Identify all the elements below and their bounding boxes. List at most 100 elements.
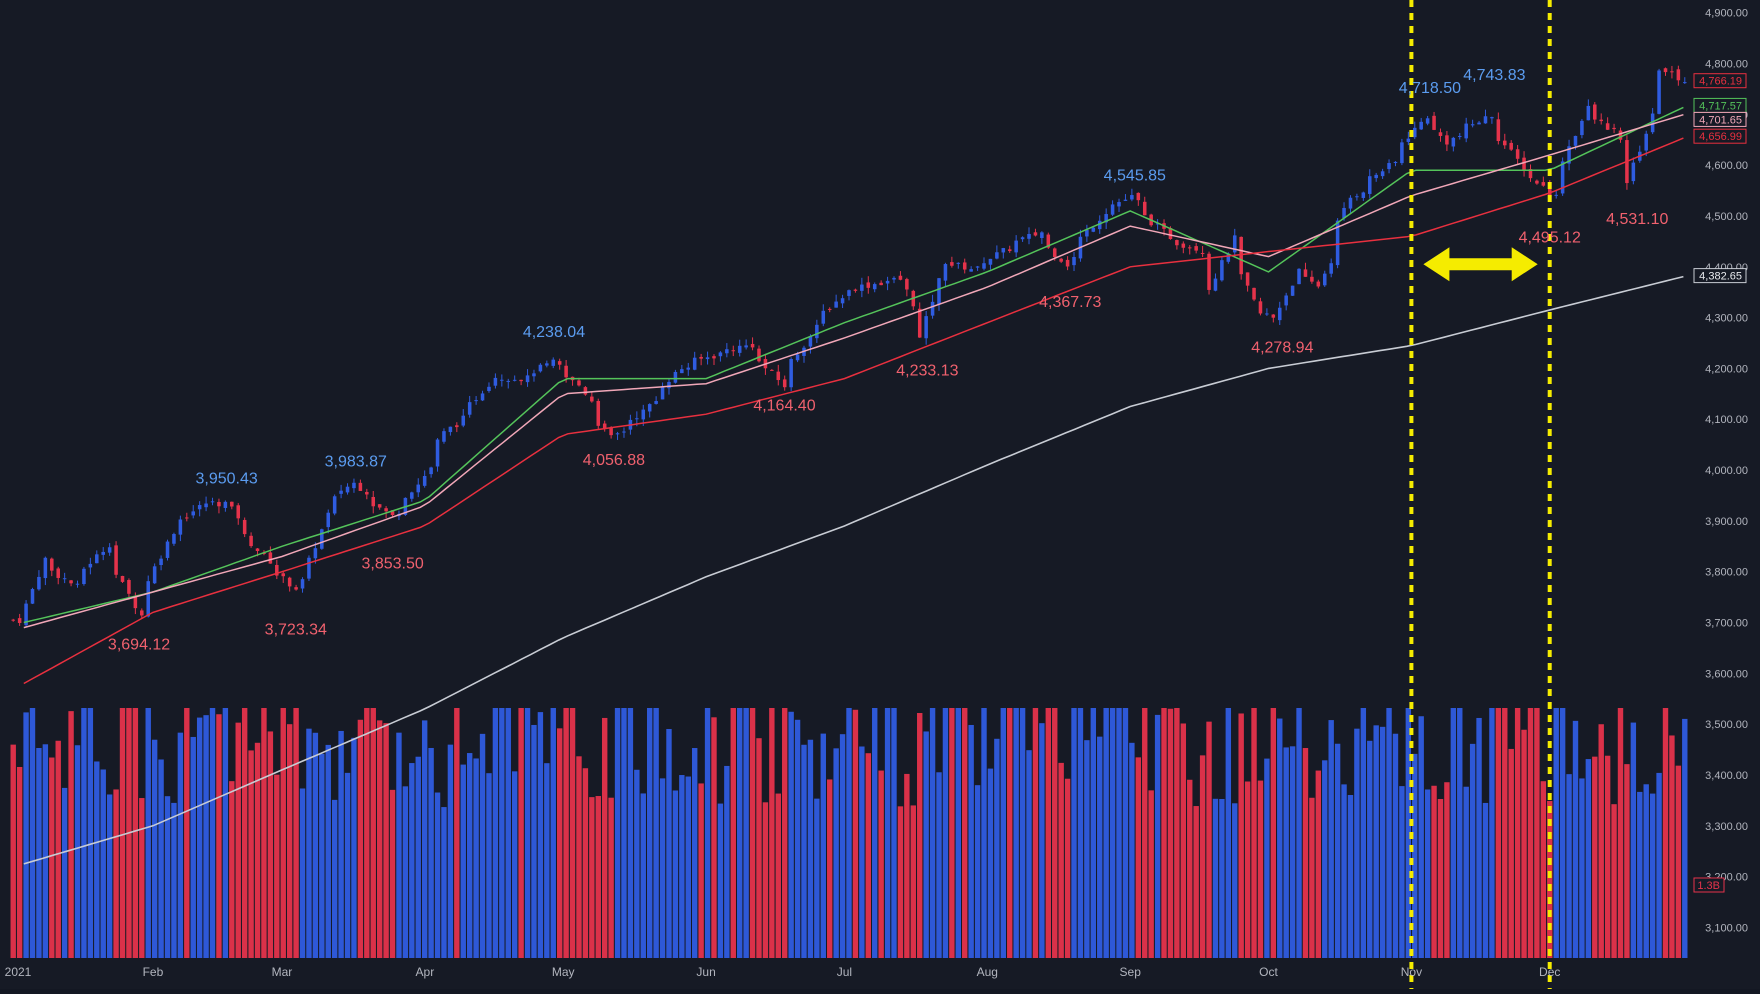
volume-bar (434, 792, 441, 958)
candle-body (1342, 207, 1346, 219)
candle-body (1322, 273, 1327, 286)
candle-body (1438, 132, 1443, 136)
candle-body (532, 373, 536, 377)
volume-bar (1553, 708, 1559, 958)
volume-bar (319, 753, 325, 958)
volume-bar (55, 740, 61, 958)
candle-body (1573, 135, 1578, 146)
candle-body (667, 381, 671, 389)
volume-bar (351, 737, 357, 958)
candle-body (313, 548, 318, 559)
candle-body (519, 379, 523, 382)
volume-bar (936, 772, 942, 958)
candle-body (1560, 161, 1565, 194)
price-axis[interactable]: 3,100.003,200.003,300.003,400.003,500.00… (1693, 8, 1748, 935)
volume-bar (222, 708, 229, 958)
volume-bar (923, 731, 929, 958)
volume-bar (659, 778, 666, 958)
candle-body (1393, 161, 1398, 164)
volume-bar (1019, 708, 1026, 958)
volume-bar (833, 748, 839, 958)
volume-bar (1469, 743, 1476, 958)
candle-body (1123, 199, 1128, 201)
candle-body (577, 380, 581, 386)
candle-body (461, 415, 466, 426)
high-price-label: 3,950.43 (196, 470, 258, 487)
candle-body (1496, 119, 1501, 142)
volume-bar (511, 771, 518, 958)
volume-bar (634, 769, 640, 958)
candle-body (1618, 130, 1623, 140)
candle-body (101, 551, 105, 555)
candle-body (384, 508, 388, 512)
candle-body (326, 512, 331, 528)
candle-body (1503, 140, 1507, 146)
x-tick-label: 2021 (5, 965, 32, 979)
candle-body (1194, 246, 1198, 251)
volume-bar (1611, 804, 1617, 958)
candle-body (647, 404, 652, 412)
candle-body (114, 545, 118, 575)
volume-bar (518, 708, 524, 958)
candle-body (185, 517, 189, 519)
candle-body (1593, 104, 1597, 120)
volume-bar (820, 733, 826, 958)
candle-body (1348, 197, 1353, 209)
volume-bar (1225, 708, 1232, 958)
candle-body (1464, 123, 1468, 139)
candle-body (178, 519, 183, 535)
x-tick-label: Jun (696, 965, 715, 979)
volume-bar (1315, 770, 1322, 958)
candle-body (538, 364, 543, 372)
x-tick-label: Oct (1259, 965, 1278, 979)
volume-bar (1322, 760, 1328, 958)
candle-body (56, 568, 60, 578)
volume-bar (672, 790, 679, 958)
volume-bar (1476, 717, 1482, 958)
candle-body (1419, 121, 1423, 130)
candle-body (982, 263, 986, 269)
candle-body (821, 310, 826, 324)
y-tick-label: 4,300.00 (1705, 313, 1748, 325)
low-price-label: 3,694.12 (108, 637, 170, 654)
volume-bar (743, 708, 749, 958)
volume-bar (1444, 782, 1450, 958)
candle-body (43, 557, 48, 579)
volume-bar (94, 761, 100, 958)
volume-bar (447, 744, 454, 958)
candle-body (1670, 71, 1674, 73)
volume-bar (1360, 708, 1367, 958)
candle-body (1432, 115, 1436, 130)
candle-body (429, 467, 433, 475)
volume-bar (1424, 789, 1431, 958)
volume-bar (61, 787, 68, 958)
candle-body (551, 359, 556, 366)
candle-body (834, 301, 838, 308)
x-tick-label: May (552, 965, 575, 979)
candle-body (840, 298, 845, 304)
volume-bar (421, 720, 428, 958)
candle-body (609, 427, 613, 436)
volume-bar (1309, 797, 1315, 958)
y-tick-label: 4,900.00 (1705, 8, 1748, 20)
candle-body (731, 350, 736, 352)
time-axis[interactable]: 2021 Feb Mar Apr May Jun Jul Aug Sep Oct Nov Dec (5, 965, 1561, 979)
candle-body (635, 418, 639, 420)
volume-bar (556, 728, 563, 958)
volume-bar (1592, 756, 1598, 958)
candle-body (1310, 276, 1314, 282)
candle-body (1232, 235, 1237, 253)
volume-bar (1386, 708, 1392, 958)
candle-body (1451, 137, 1456, 147)
volume-bar (1662, 708, 1669, 958)
candle-body (410, 492, 414, 499)
volume-bar (679, 775, 685, 958)
volume-bar (344, 772, 351, 958)
candle-body (860, 284, 864, 291)
volume-bar (801, 744, 807, 958)
volume-bar (106, 794, 113, 958)
volume-bar (704, 708, 711, 958)
volume-bar (1000, 708, 1006, 958)
